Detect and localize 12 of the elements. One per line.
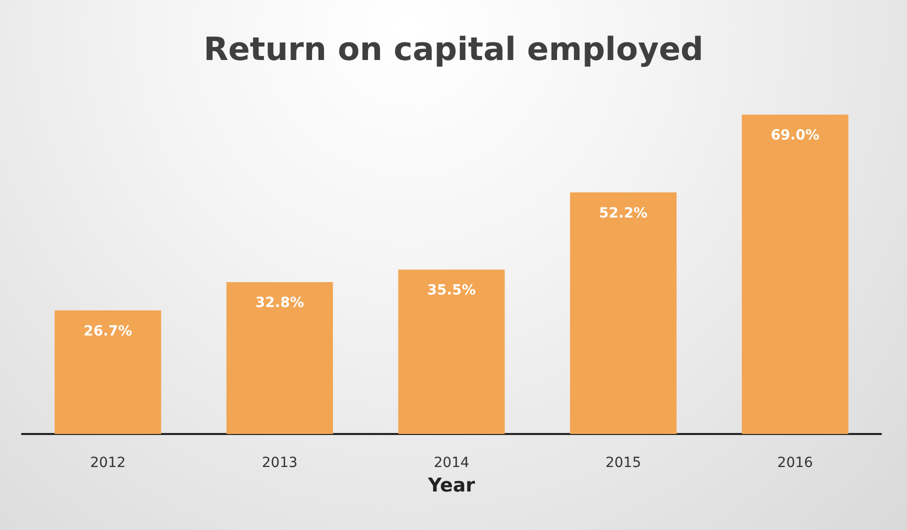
x-tick-label: 2014 bbox=[434, 455, 470, 471]
data-label: 52.2% bbox=[599, 205, 648, 222]
x-tick-label: 2016 bbox=[777, 455, 813, 471]
chart-title: Return on capital employed bbox=[204, 30, 704, 68]
x-tick-label: 2013 bbox=[262, 455, 298, 471]
data-label: 32.8% bbox=[255, 295, 304, 312]
x-axis-title: Year bbox=[426, 474, 476, 496]
x-tick-label: 2012 bbox=[90, 455, 126, 471]
x-tick-label: 2015 bbox=[605, 455, 642, 471]
data-label: 69.0% bbox=[770, 128, 820, 144]
data-label: 26.7% bbox=[84, 323, 132, 340]
data-label: 35.5% bbox=[427, 282, 476, 299]
